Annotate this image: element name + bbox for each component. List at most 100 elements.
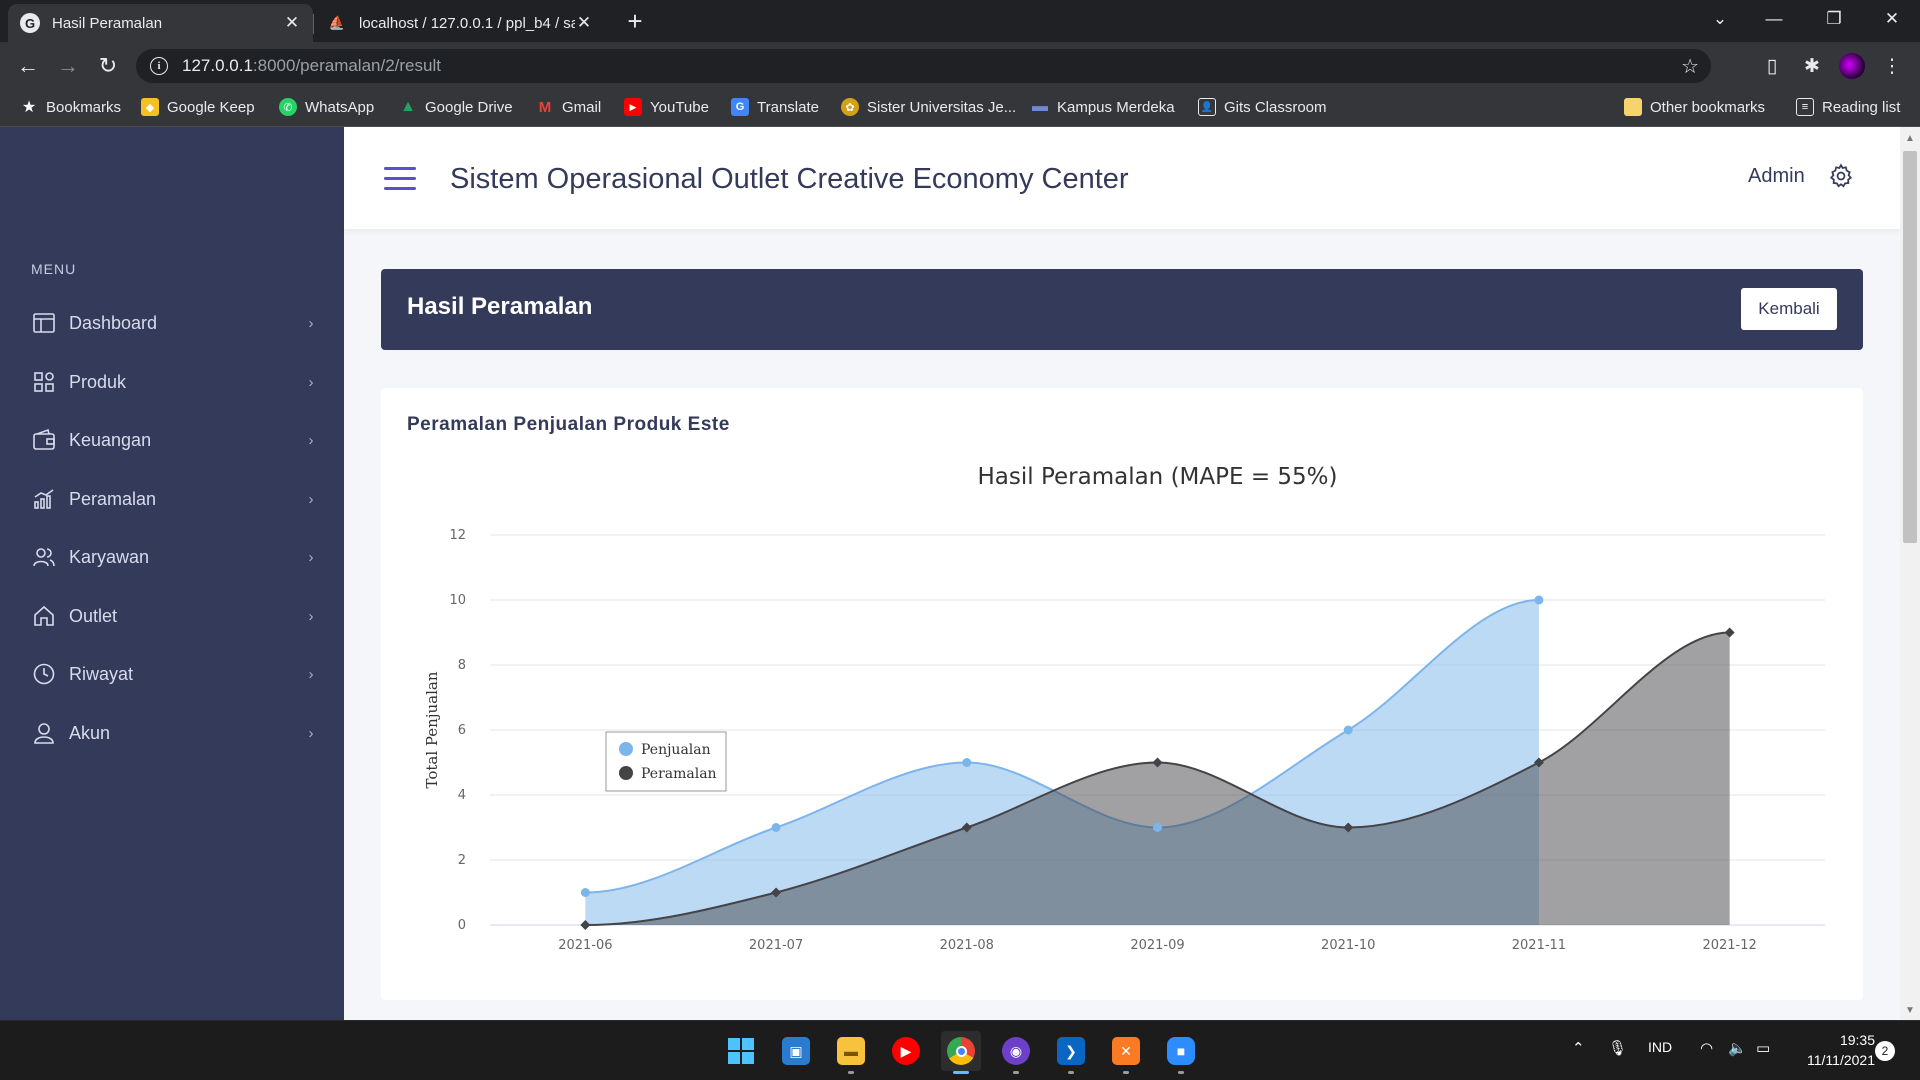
bookmark-google-drive[interactable]: ▲ Google Drive xyxy=(399,98,512,116)
vscode-icon[interactable]: ❯ xyxy=(1051,1031,1091,1074)
system-clock[interactable]: 19:35 11/11/2021 xyxy=(1795,1030,1875,1070)
new-tab-button[interactable]: + xyxy=(627,5,643,36)
sidebar-item-karyawan[interactable]: Karyawan › xyxy=(31,537,321,577)
y-tick-label: 8 xyxy=(458,658,466,673)
sidebar-item-outlet[interactable]: Outlet › xyxy=(31,596,321,636)
forward-arrow-icon[interactable]: → xyxy=(57,53,79,78)
data-point-penjualan xyxy=(1534,595,1544,605)
series-area-peramalan xyxy=(585,632,1730,925)
translate-icon: G xyxy=(731,98,749,116)
sidebar-menu-label: MENU xyxy=(31,261,77,277)
battery-icon[interactable]: ▭ xyxy=(1756,1040,1771,1057)
notification-badge[interactable]: 2 xyxy=(1875,1041,1895,1061)
legend-label: Penjualan xyxy=(641,742,711,758)
windows-start-icon[interactable] xyxy=(721,1031,761,1071)
close-tab-icon[interactable]: ✕ xyxy=(576,13,592,32)
back-arrow-icon[interactable]: ← xyxy=(17,53,39,78)
kembali-button[interactable]: Kembali xyxy=(1741,288,1837,330)
bookmark-kampus-merdeka[interactable]: ▬ Kampus Merdeka xyxy=(1031,98,1175,116)
file-explorer-icon[interactable]: ▬ xyxy=(831,1031,871,1074)
minimize-window-icon[interactable]: — xyxy=(1765,9,1783,28)
url-path: :8000/peramalan/2/result xyxy=(252,56,441,75)
page-scrollbar[interactable]: ▲ ▼ xyxy=(1900,127,1920,1020)
sidebar: MENU Dashboard › Produk › Keuangan › Per… xyxy=(0,127,344,1020)
tab-hasil-peramalan[interactable]: G Hasil Peramalan ✕ xyxy=(8,4,313,42)
app-topbar: Sistem Operasional Outlet Creative Econo… xyxy=(344,127,1900,229)
bookmark-gits-classroom[interactable]: 👤 Gits Classroom xyxy=(1198,98,1327,116)
bookmark-label: Bookmarks xyxy=(46,98,122,116)
sidebar-item-label: Karyawan xyxy=(69,546,150,567)
scroll-up-arrow-icon[interactable]: ▲ xyxy=(1905,133,1915,144)
reload-icon[interactable]: ↻ xyxy=(98,53,118,78)
zoom-icon[interactable]: ■ xyxy=(1161,1031,1201,1074)
volume-icon[interactable]: 🔈 xyxy=(1728,1040,1747,1057)
tab-search-icon[interactable]: ⌄ xyxy=(1712,9,1728,28)
sidebar-item-dashboard[interactable]: Dashboard › xyxy=(31,303,321,343)
bookmark-label: Kampus Merdeka xyxy=(1057,98,1175,116)
sidebar-item-peramalan[interactable]: Peramalan › xyxy=(31,479,321,519)
bookmark-whatsapp[interactable]: ✆ WhatsApp xyxy=(279,98,374,116)
wifi-icon[interactable]: ◠ xyxy=(1700,1040,1714,1057)
bookmark-translate[interactable]: G Translate xyxy=(731,98,819,116)
address-bar[interactable]: i 127.0.0.1:8000/peramalan/2/result ☆ xyxy=(136,49,1711,83)
site-favicon-icon: G xyxy=(20,13,40,33)
site-info-icon[interactable]: i xyxy=(150,57,168,75)
photos-icon[interactable]: ▣ xyxy=(776,1031,816,1071)
bookmark-gmail[interactable]: M Gmail xyxy=(536,98,601,116)
bookmark-youtube[interactable]: ▶ YouTube xyxy=(624,98,709,116)
github-icon[interactable]: ◉ xyxy=(996,1031,1036,1074)
profile-avatar[interactable] xyxy=(1838,52,1866,80)
bookmark-bookmarks[interactable]: ★ Bookmarks xyxy=(20,98,122,117)
chart-icon xyxy=(31,486,57,512)
xampp-icon[interactable]: ✕ xyxy=(1106,1031,1146,1074)
data-point-penjualan xyxy=(771,823,781,832)
bookmark-label: Gmail xyxy=(562,98,602,116)
sidebar-item-akun[interactable]: Akun › xyxy=(31,713,321,753)
chart-legend xyxy=(605,731,727,792)
sidebar-item-label: Peramalan xyxy=(69,488,157,509)
produk-icon xyxy=(31,369,57,395)
tab-phpmyadmin[interactable]: ⛵ localhost / 127.0.0.1 / ppl_b4 / sa ✕ xyxy=(315,4,605,42)
user-name[interactable]: Admin xyxy=(1748,165,1805,187)
users-icon xyxy=(31,544,57,570)
chevron-right-icon: › xyxy=(308,665,314,683)
home-icon xyxy=(31,603,57,629)
bookmark-google-keep[interactable]: ◆ Google Keep xyxy=(141,98,255,116)
chrome-menu-icon[interactable]: ⋮ xyxy=(1882,55,1902,77)
show-hidden-icons-icon[interactable]: ⌃ xyxy=(1572,1040,1585,1057)
extensions-puzzle-icon[interactable]: ✱ xyxy=(1804,55,1820,77)
chevron-right-icon: › xyxy=(308,373,314,391)
bookmark-label: Gits Classroom xyxy=(1224,98,1327,116)
data-point-peramalan xyxy=(1533,757,1544,768)
hamburger-menu-icon[interactable] xyxy=(384,167,416,191)
close-tab-icon[interactable]: ✕ xyxy=(284,13,300,32)
y-tick-label: 4 xyxy=(458,788,466,803)
sidebar-item-riwayat[interactable]: Riwayat › xyxy=(31,654,321,694)
bookmark-star-icon[interactable]: ☆ xyxy=(1681,55,1699,78)
scroll-down-arrow-icon[interactable]: ▼ xyxy=(1905,1005,1915,1016)
x-tick-label: 2021-07 xyxy=(749,938,803,953)
settings-gear-icon[interactable] xyxy=(1828,163,1854,189)
bookmark-label: YouTube xyxy=(650,98,709,116)
reading-list[interactable]: ≡ Reading list xyxy=(1796,98,1900,116)
language-indicator[interactable]: IND xyxy=(1648,1039,1673,1055)
sidebar-item-produk[interactable]: Produk › xyxy=(31,362,321,402)
youtube-music-icon[interactable]: ▶ xyxy=(886,1031,926,1071)
data-point-peramalan xyxy=(961,822,972,833)
legend-label: Peramalan xyxy=(641,766,717,782)
whatsapp-icon: ✆ xyxy=(279,98,297,116)
device-icon[interactable]: ▯ xyxy=(1766,55,1778,77)
bookmark-sister[interactable]: ✿ Sister Universitas Je... xyxy=(841,98,1016,116)
sidebar-item-keuangan[interactable]: Keuangan › xyxy=(31,420,321,460)
y-tick-label: 12 xyxy=(449,528,466,543)
other-bookmarks[interactable]: Other bookmarks xyxy=(1624,98,1765,116)
scrollbar-thumb[interactable] xyxy=(1903,151,1917,543)
chevron-right-icon: › xyxy=(308,548,314,566)
forecast-chart: Hasil Peramalan (MAPE = 55%) 0 2 4 6 8 10 12 Tot… xyxy=(423,464,1825,953)
microphone-icon[interactable]: 🎙 xyxy=(1608,1040,1628,1057)
restore-window-icon[interactable]: ❐ xyxy=(1826,9,1842,28)
chrome-icon[interactable] xyxy=(941,1031,981,1074)
close-window-icon[interactable]: ✕ xyxy=(1884,9,1900,28)
bookmark-label: Sister Universitas Je... xyxy=(867,98,1017,116)
sidebar-item-label: Akun xyxy=(69,722,111,743)
